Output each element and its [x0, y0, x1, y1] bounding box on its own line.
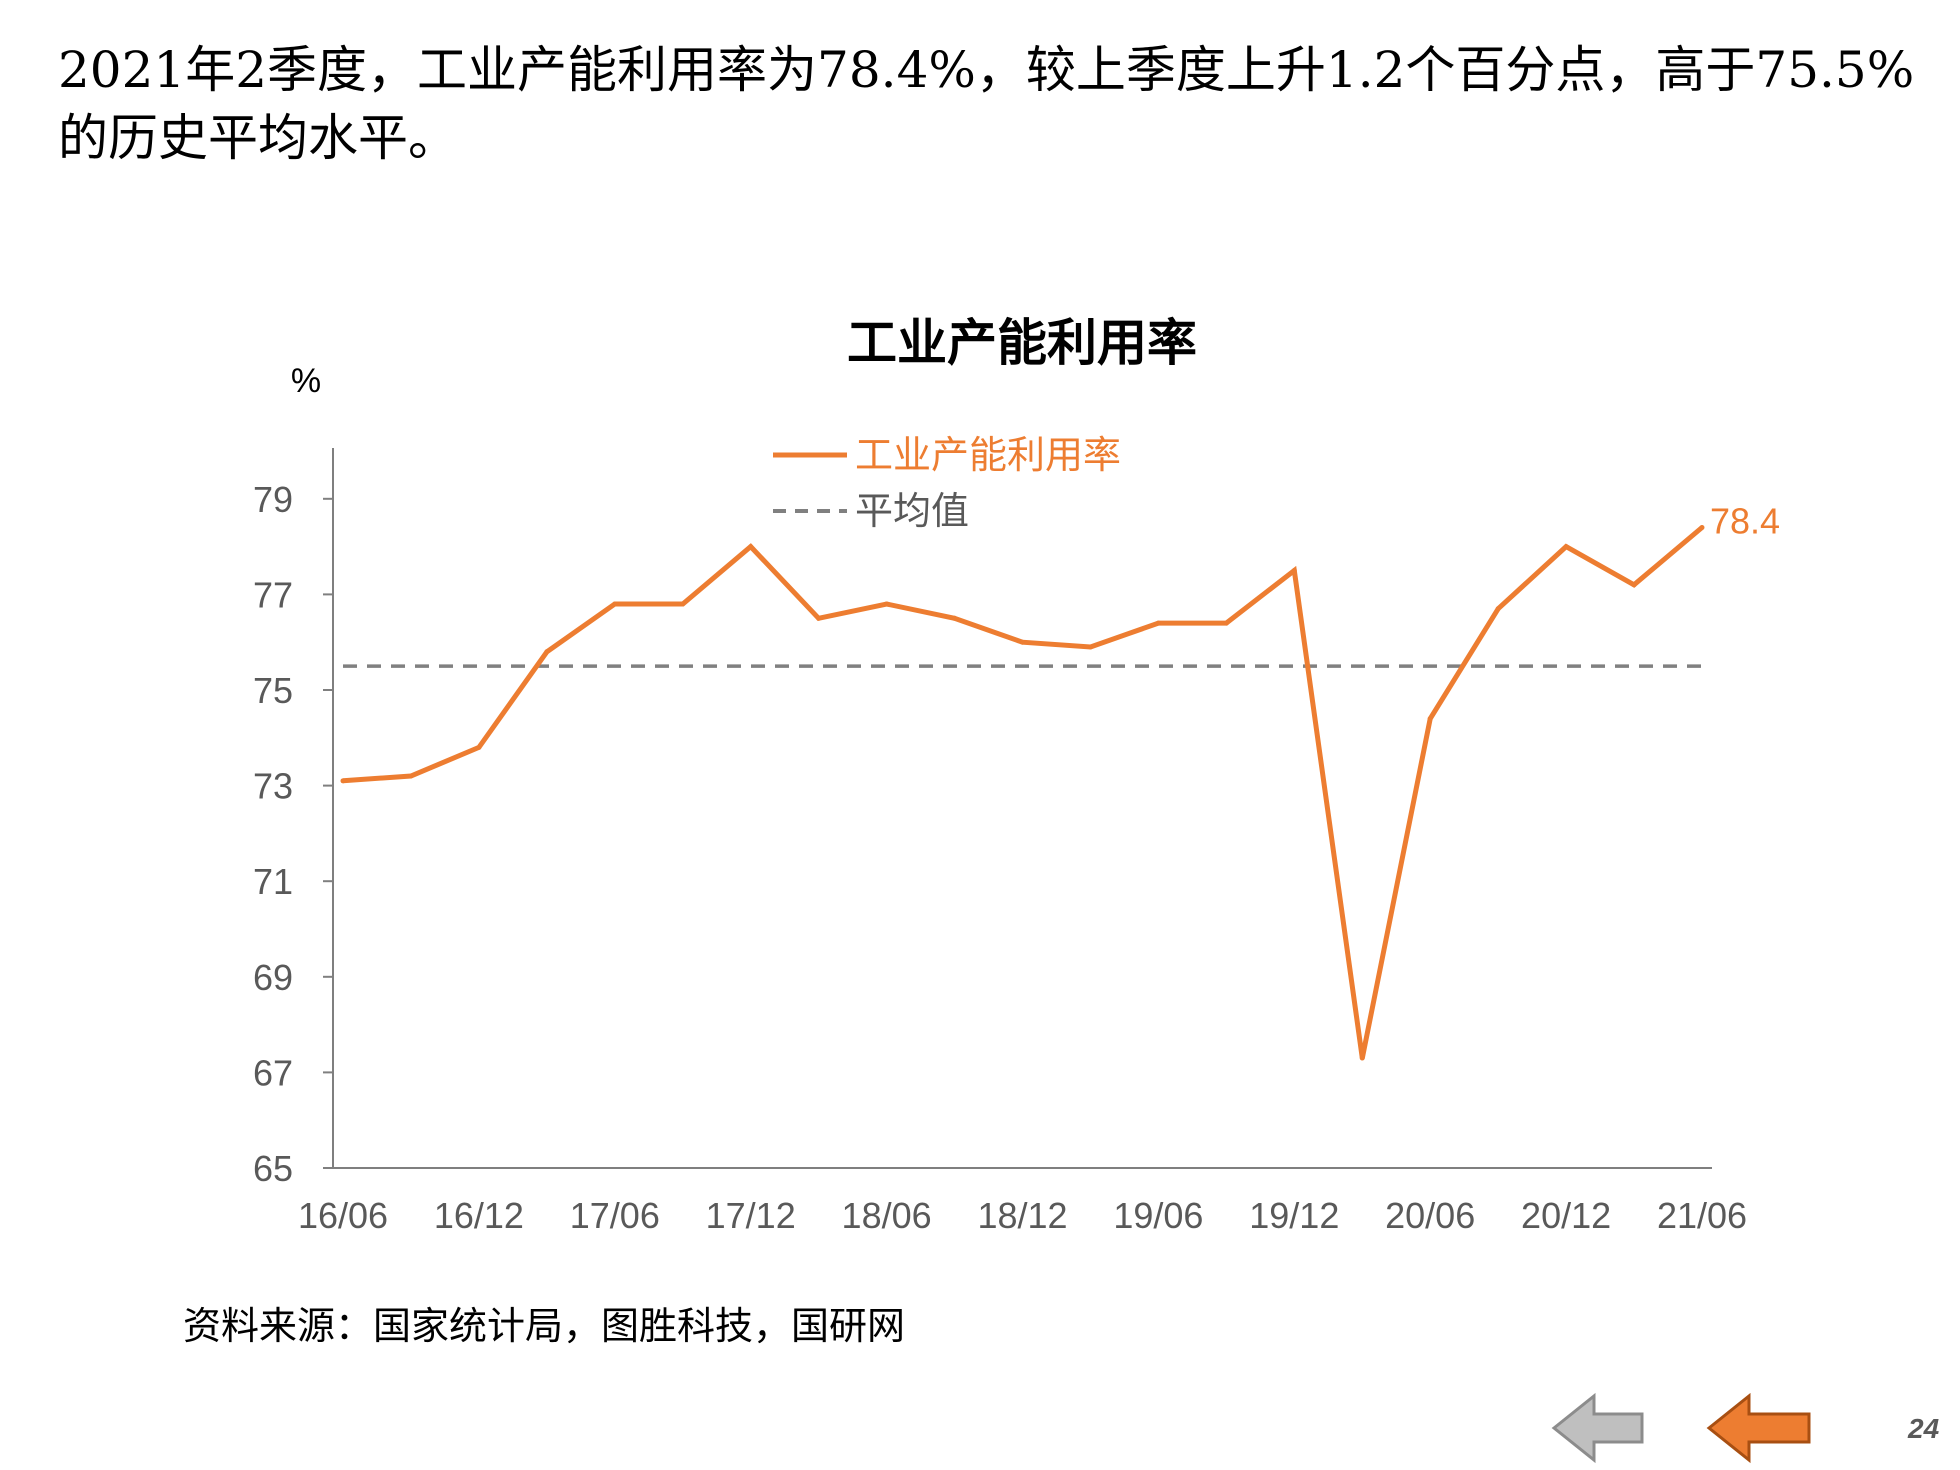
- x-tick-label: 16/06: [298, 1195, 388, 1236]
- data-point: [1223, 620, 1229, 626]
- x-tick-label: 18/06: [842, 1195, 932, 1236]
- x-tick-label: 20/12: [1521, 1195, 1611, 1236]
- data-point: [884, 601, 890, 607]
- x-tick-label: 18/12: [977, 1195, 1067, 1236]
- data-point: [1563, 544, 1569, 550]
- data-point: [1631, 582, 1637, 588]
- data-point: [1359, 1055, 1365, 1061]
- data-point: [1155, 620, 1161, 626]
- source-note: 资料来源：国家统计局，图胜科技，国研网: [183, 1304, 906, 1348]
- y-tick-label: 67: [253, 1052, 293, 1093]
- y-tick-label: 65: [253, 1148, 293, 1189]
- y-tick-label: 77: [253, 574, 293, 615]
- data-point: [1087, 644, 1093, 650]
- arrow-left-orange-icon: [1706, 1392, 1811, 1464]
- data-point: [952, 615, 958, 621]
- data-point: [544, 649, 550, 655]
- y-tick-label: 79: [253, 479, 293, 520]
- y-axis-unit: %: [291, 362, 321, 400]
- arrow-left-gray-icon: [1551, 1392, 1644, 1464]
- chart-title: 工业产能利用率: [847, 314, 1197, 372]
- y-tick-label: 75: [253, 670, 293, 711]
- data-point: [408, 773, 414, 779]
- y-tick-label: 69: [253, 957, 293, 998]
- data-point: [1427, 716, 1433, 722]
- headline: 2021年2季度，工业产能利用率为78.4%，较上季度上升1.2个百分点，高于7…: [58, 41, 1915, 167]
- x-tick-label: 19/06: [1113, 1195, 1203, 1236]
- data-point: [476, 744, 482, 750]
- y-tick-label: 71: [253, 861, 293, 902]
- page-number: 24: [1908, 1413, 1940, 1444]
- end-value-label: 78.4: [1710, 500, 1780, 541]
- legend: 工业产能利用率 平均值: [773, 433, 1121, 533]
- y-tick-label: 73: [253, 766, 293, 807]
- data-point: [340, 778, 346, 784]
- plot-area: [340, 524, 1705, 1061]
- data-point: [612, 601, 618, 607]
- data-point: [680, 601, 686, 607]
- x-tick-label: 17/12: [706, 1195, 796, 1236]
- axes: 65 67 69 71 73 75 77 79 16/06 16/12 17/06 17/12 18/0…: [253, 448, 1747, 1236]
- line-chart: 工业产能利用率 % 65 67 69 71 73 75 77 79 16/06 16/12 17/0…: [253, 314, 1780, 1236]
- data-point: [748, 544, 754, 550]
- x-tick-label: 16/12: [434, 1195, 524, 1236]
- x-tick-label: 20/06: [1385, 1195, 1475, 1236]
- legend-average-label: 平均值: [855, 489, 969, 533]
- legend-series-label: 工业产能利用率: [855, 433, 1121, 477]
- x-tick-label: 17/06: [570, 1195, 660, 1236]
- x-tick-label: 19/12: [1249, 1195, 1339, 1236]
- next-page-button[interactable]: [1705, 1390, 1815, 1466]
- prev-page-button[interactable]: [1550, 1390, 1646, 1466]
- data-point: [816, 615, 822, 621]
- data-point: [1699, 524, 1705, 530]
- data-point: [1291, 568, 1297, 573]
- x-tick-label: 21/06: [1657, 1195, 1747, 1236]
- data-point: [1495, 606, 1501, 612]
- data-point: [1020, 639, 1025, 645]
